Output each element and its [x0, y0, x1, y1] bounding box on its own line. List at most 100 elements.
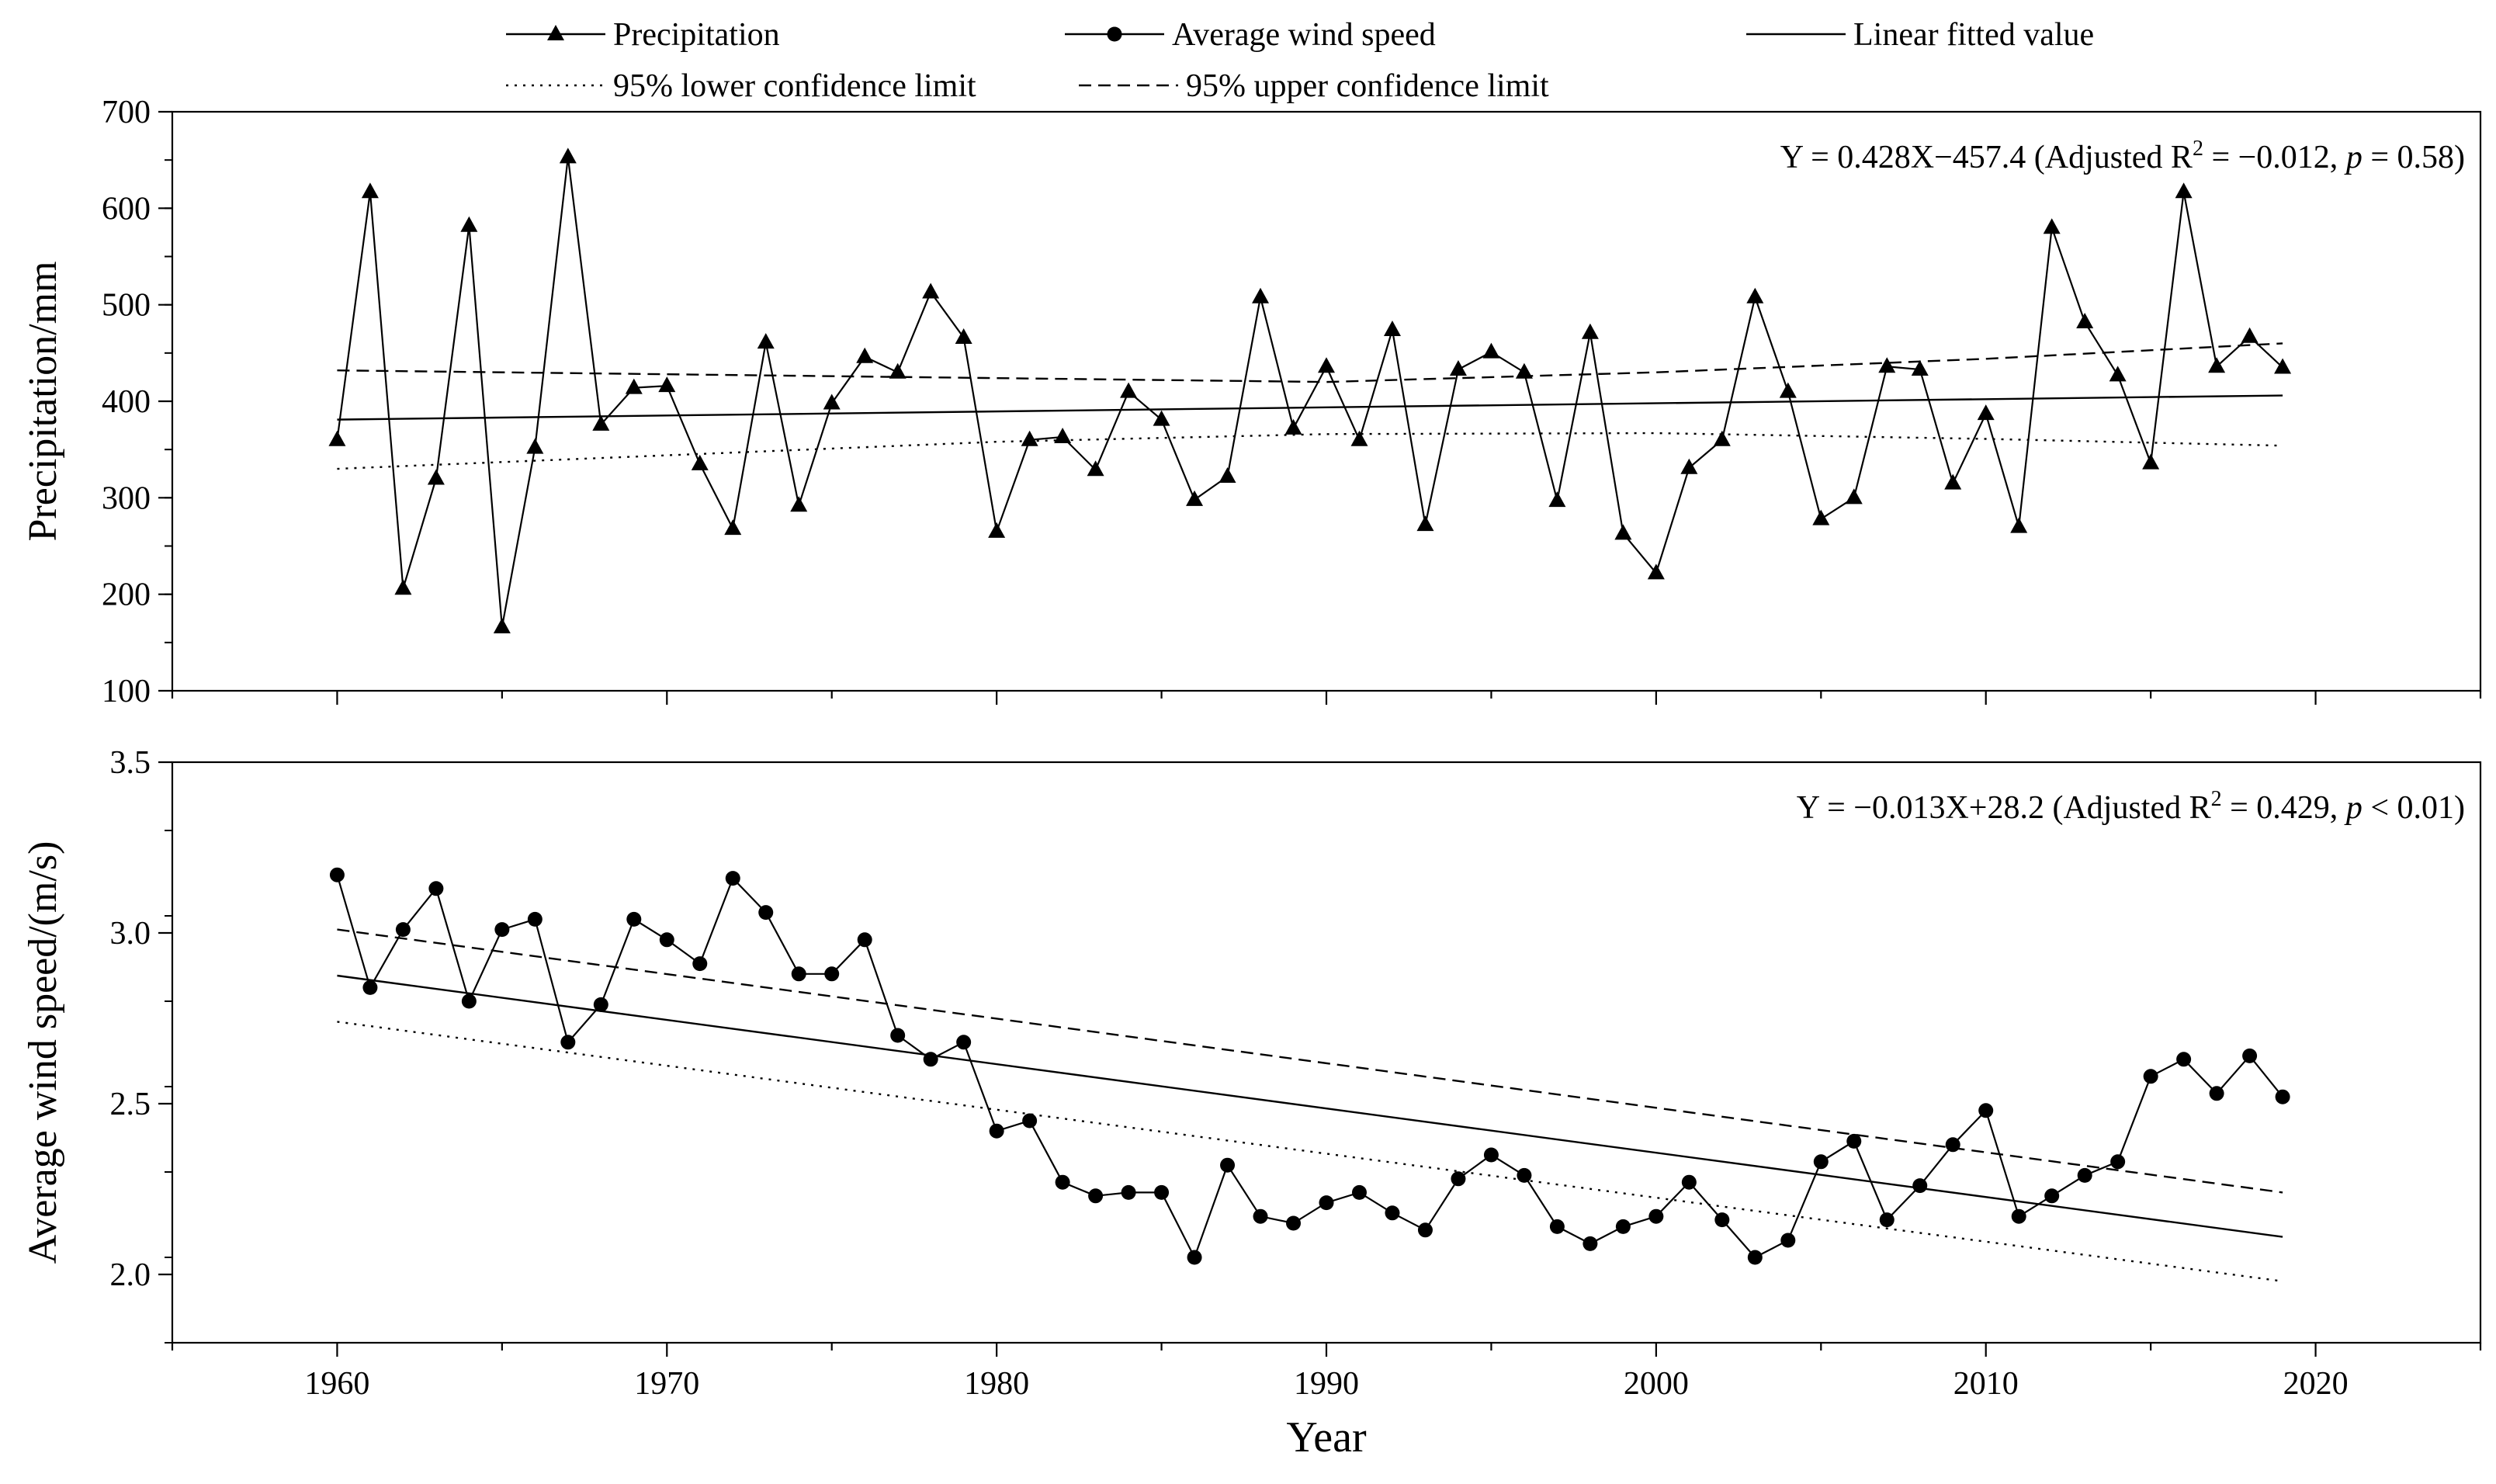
precipitation-point	[2208, 357, 2226, 373]
average-wind-speed-line	[336, 874, 2283, 1260]
average-wind-speed-point	[1912, 1178, 1928, 1194]
precipitation-point	[922, 283, 940, 299]
precipitation-point	[823, 394, 841, 410]
average-wind-speed-point	[1483, 1147, 1499, 1163]
average-wind-speed-point	[1945, 1137, 1960, 1153]
precipitation-point	[1252, 287, 1270, 303]
precipitation-point	[328, 430, 346, 446]
y-tick-label: 700	[102, 95, 151, 130]
average-wind-speed-point	[2110, 1154, 2126, 1170]
x-tick-label: 1960	[304, 1366, 369, 1402]
precipitation-point	[2010, 517, 2028, 533]
average-wind-speed-point	[2209, 1086, 2224, 1101]
precipitation-panel: 100 200 300 400 500 600 700 Precipitation/mm Y =…	[21, 95, 2482, 709]
y-tick-label: 2.0	[110, 1257, 151, 1293]
precipitation-point	[724, 519, 742, 536]
average-wind-speed-point	[956, 1035, 972, 1050]
precipitation-point	[790, 496, 808, 512]
average-wind-speed-point	[758, 905, 774, 921]
average-wind-speed-point	[1747, 1250, 1763, 1265]
legend-label-precipitation: Precipitation	[613, 17, 780, 53]
precipitation-point	[394, 579, 412, 595]
precipitation-point	[1713, 430, 1731, 446]
precipitation-point	[2142, 453, 2160, 470]
average-wind-speed-point	[1714, 1212, 1730, 1228]
precipitation-point	[691, 454, 709, 470]
average-wind-speed-point	[725, 871, 740, 886]
average-wind-speed-point	[1286, 1215, 1302, 1231]
precipitation-point	[1944, 473, 1962, 490]
legend-marker-average-wind-speed	[1107, 26, 1122, 42]
precipitation-point	[1812, 509, 1830, 525]
regression-equation: Y = 0.428X−457.4 (Adjusted R2 = −0.012, …	[1780, 137, 2465, 175]
precipitation-point	[1977, 404, 1995, 421]
y-tick-label: 300	[102, 480, 151, 516]
x-tick-label: 2010	[1953, 1366, 2019, 1402]
legend-label-95-upper-confidence-limit: 95% upper confidence limit	[1186, 68, 1549, 104]
precipitation-point	[1186, 490, 1204, 506]
precipitation-point	[625, 378, 643, 394]
average-wind-speed-point	[626, 911, 642, 927]
x-tick-label: 2000	[1624, 1366, 1689, 1402]
average-wind-speed-point	[494, 922, 510, 938]
precipitation-point	[1515, 362, 1533, 379]
legend-label-average-wind-speed: Average wind speed	[1172, 17, 1436, 53]
average-wind-speed-point	[1681, 1174, 1697, 1190]
average-wind-speed-point	[1417, 1222, 1433, 1238]
precipitation-point	[856, 347, 874, 363]
precipitation-point	[559, 147, 577, 164]
precipitation-line	[336, 157, 2283, 628]
average-wind-speed-point	[2275, 1089, 2290, 1104]
average-wind-speed-point	[1648, 1208, 1664, 1224]
average-wind-speed-point	[1615, 1219, 1631, 1234]
precipitation-point	[592, 414, 610, 431]
average-wind-speed-point	[989, 1123, 1004, 1139]
precipitation-point	[2076, 313, 2094, 329]
precipitation-point	[526, 438, 544, 454]
average-wind-speed-point	[1022, 1113, 1038, 1129]
precipitation-point	[1746, 287, 1764, 303]
linear-fitted-value-line	[337, 974, 2283, 1238]
average-wind-speed-point	[857, 932, 872, 948]
plot-frame	[171, 110, 2482, 692]
precipitation-point	[1911, 359, 1929, 376]
precipitation-point	[460, 216, 478, 232]
average-wind-speed-point	[395, 922, 411, 938]
precipitation-point	[493, 617, 511, 633]
y-tick-label: 100	[102, 674, 151, 709]
y-tick-label: 400	[102, 384, 151, 420]
precipitation-point	[2241, 327, 2259, 343]
precipitation-point	[1845, 488, 1863, 504]
average-wind-speed-point	[1253, 1208, 1268, 1224]
average-wind-speed-point	[560, 1035, 576, 1050]
chart-legend: Precipitation Average wind speed Linear fi…	[506, 17, 2094, 104]
precipitation-point	[1416, 515, 1434, 532]
precipitation-point	[1087, 460, 1104, 477]
average-wind-speed-point	[362, 980, 378, 995]
x-tick-label: 1990	[1294, 1366, 1359, 1402]
average-wind-speed-point	[1451, 1171, 1466, 1187]
precipitation-point	[889, 362, 907, 379]
precipitation-point	[1779, 382, 1797, 398]
y-axis-label: Precipitation/mm	[21, 261, 65, 541]
precipitation-point	[427, 469, 445, 485]
average-wind-speed-point	[2011, 1208, 2026, 1224]
precipitation-point	[1219, 466, 1236, 483]
x-tick-label: 1970	[634, 1366, 699, 1402]
legend-label-linear-fitted-value: Linear fitted value	[1853, 17, 2094, 53]
precipitation-point	[658, 376, 676, 393]
y-tick-label: 3.0	[110, 916, 151, 952]
precipitation-point	[1548, 491, 1566, 508]
average-wind-speed-point	[2044, 1188, 2060, 1204]
average-wind-speed-point	[1154, 1184, 1170, 1200]
precipitation-point	[1614, 524, 1632, 540]
precipitation-point	[1153, 410, 1170, 426]
precipitation-point	[1449, 359, 1467, 376]
x-tick-label: 1980	[964, 1366, 1029, 1402]
precipitation-point	[2274, 358, 2292, 374]
precipitation-point	[2109, 366, 2127, 382]
average-wind-speed-point	[2176, 1052, 2192, 1067]
average-wind-speed-point	[461, 993, 477, 1009]
average-wind-speed-point	[1549, 1219, 1565, 1234]
